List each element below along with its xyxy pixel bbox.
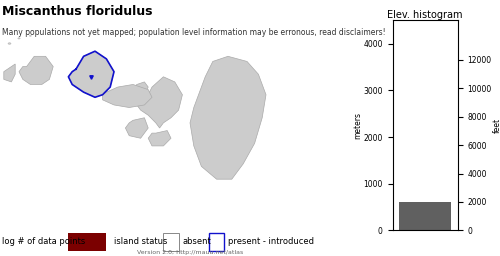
Text: absent: absent	[182, 237, 211, 247]
Polygon shape	[4, 64, 15, 82]
Polygon shape	[190, 56, 266, 179]
Ellipse shape	[18, 38, 20, 39]
Text: Version 2.0; http://mauu.net/atlas: Version 2.0; http://mauu.net/atlas	[137, 250, 243, 255]
Bar	[399, 202, 451, 230]
Title: Elev. histogram: Elev. histogram	[387, 10, 463, 20]
Bar	[209, 233, 224, 251]
Text: Miscanthus floridulus: Miscanthus floridulus	[2, 5, 152, 18]
Bar	[164, 233, 178, 251]
Polygon shape	[126, 118, 148, 138]
Polygon shape	[148, 131, 171, 146]
Polygon shape	[137, 77, 182, 128]
Y-axis label: meters: meters	[353, 112, 362, 139]
Text: present - introduced: present - introduced	[228, 237, 314, 247]
Ellipse shape	[8, 43, 11, 44]
Polygon shape	[68, 51, 114, 97]
Y-axis label: feet: feet	[493, 118, 500, 133]
Text: Many populations not yet mapped; population level information may be erronous, r: Many populations not yet mapped; populat…	[2, 28, 386, 37]
Bar	[68, 233, 106, 251]
Ellipse shape	[30, 35, 32, 36]
Polygon shape	[19, 56, 53, 84]
Polygon shape	[129, 82, 148, 105]
Polygon shape	[102, 84, 152, 108]
Text: island status: island status	[114, 237, 168, 247]
Text: log # of data points: log # of data points	[2, 237, 85, 247]
